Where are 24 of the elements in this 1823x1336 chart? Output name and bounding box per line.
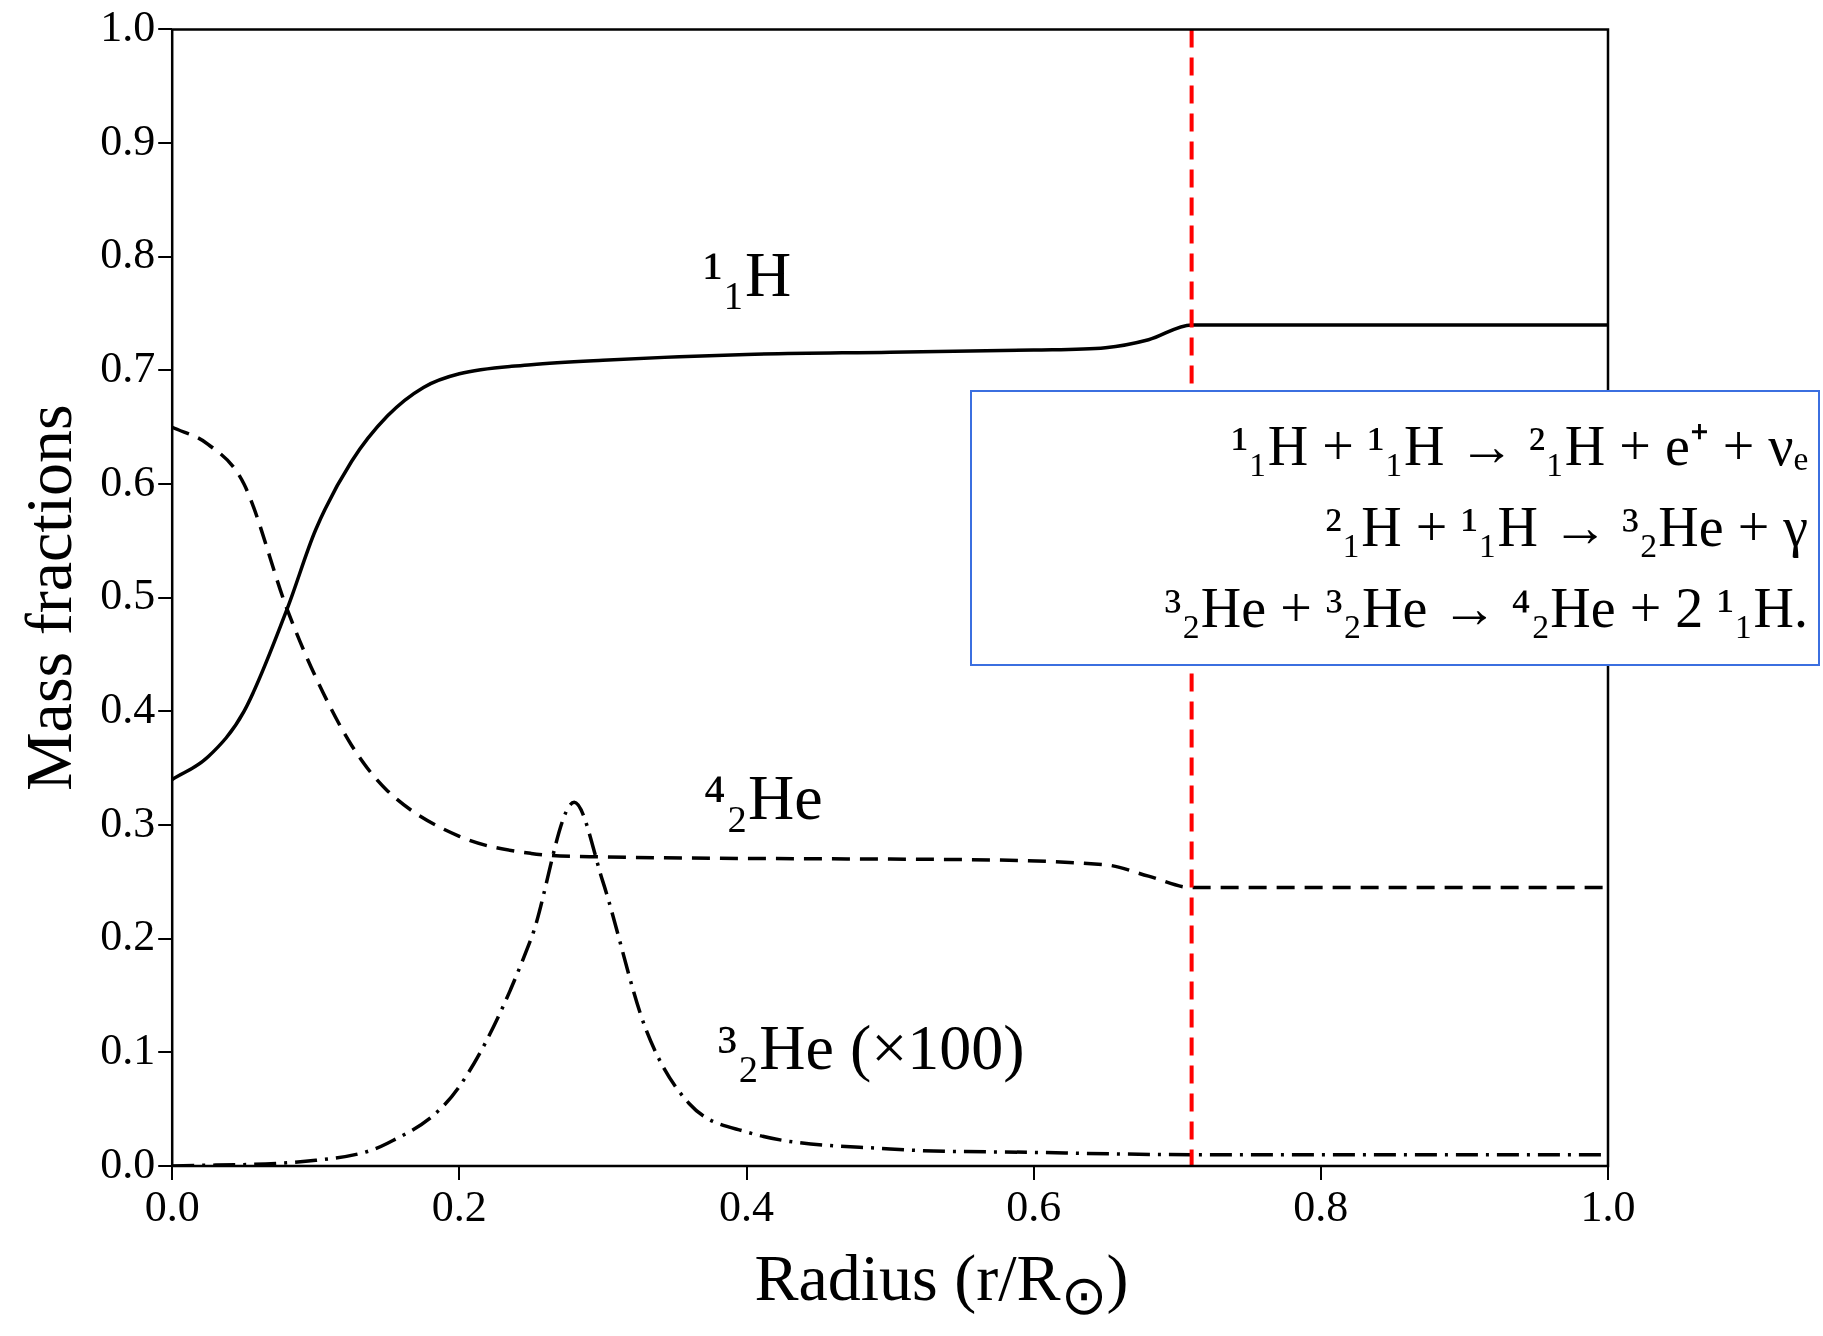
- annotation: ¹₁H + ¹₁H → ²₁H + e⁺ + νₑ: [1230, 414, 1808, 479]
- y-tick-label: 1.0: [100, 1, 156, 51]
- series-label: ⁴₂He: [703, 762, 823, 834]
- x-tick-label: 0.8: [1293, 1181, 1349, 1231]
- annotation: ³₂He + ³₂He → ⁴₂He + 2 ¹₁H.: [1163, 576, 1808, 642]
- y-tick-label: 0.4: [100, 683, 156, 733]
- annotation: ²₁H + ¹₁H → ³₂He + γ: [1323, 495, 1808, 561]
- y-axis-title: Mass fractions: [11, 404, 85, 792]
- x-tick-label: 0.4: [719, 1181, 775, 1231]
- y-tick-label: 0.6: [100, 456, 156, 506]
- equation-panel: ¹₁H + ¹₁H → ²₁H + e⁺ + νₑ ²₁H + ¹₁H → ³₂He + γ ³₂He + ³₂He → ⁴₂He + 2 ¹₁H.: [970, 390, 1820, 666]
- y-tick-label: 0.1: [100, 1024, 156, 1074]
- series-label: ³₂He (×100): [717, 1012, 1025, 1084]
- y-tick-label: 0.8: [100, 229, 156, 279]
- y-tick-label: 0.5: [100, 570, 156, 620]
- series-label: ¹₁H: [703, 239, 792, 311]
- y-tick-label: 0.3: [100, 797, 156, 847]
- y-tick-label: 0.7: [100, 342, 156, 392]
- y-tick-label: 0.2: [100, 911, 156, 961]
- x-tick-label: 0.2: [431, 1181, 487, 1231]
- x-tick-label: 0.6: [1006, 1181, 1062, 1231]
- x-tick-label: 1.0: [1580, 1181, 1636, 1231]
- x-axis-title: Radius (r/R$_{⊙}$): [753, 1240, 1130, 1328]
- y-tick-label: 0.9: [100, 115, 156, 165]
